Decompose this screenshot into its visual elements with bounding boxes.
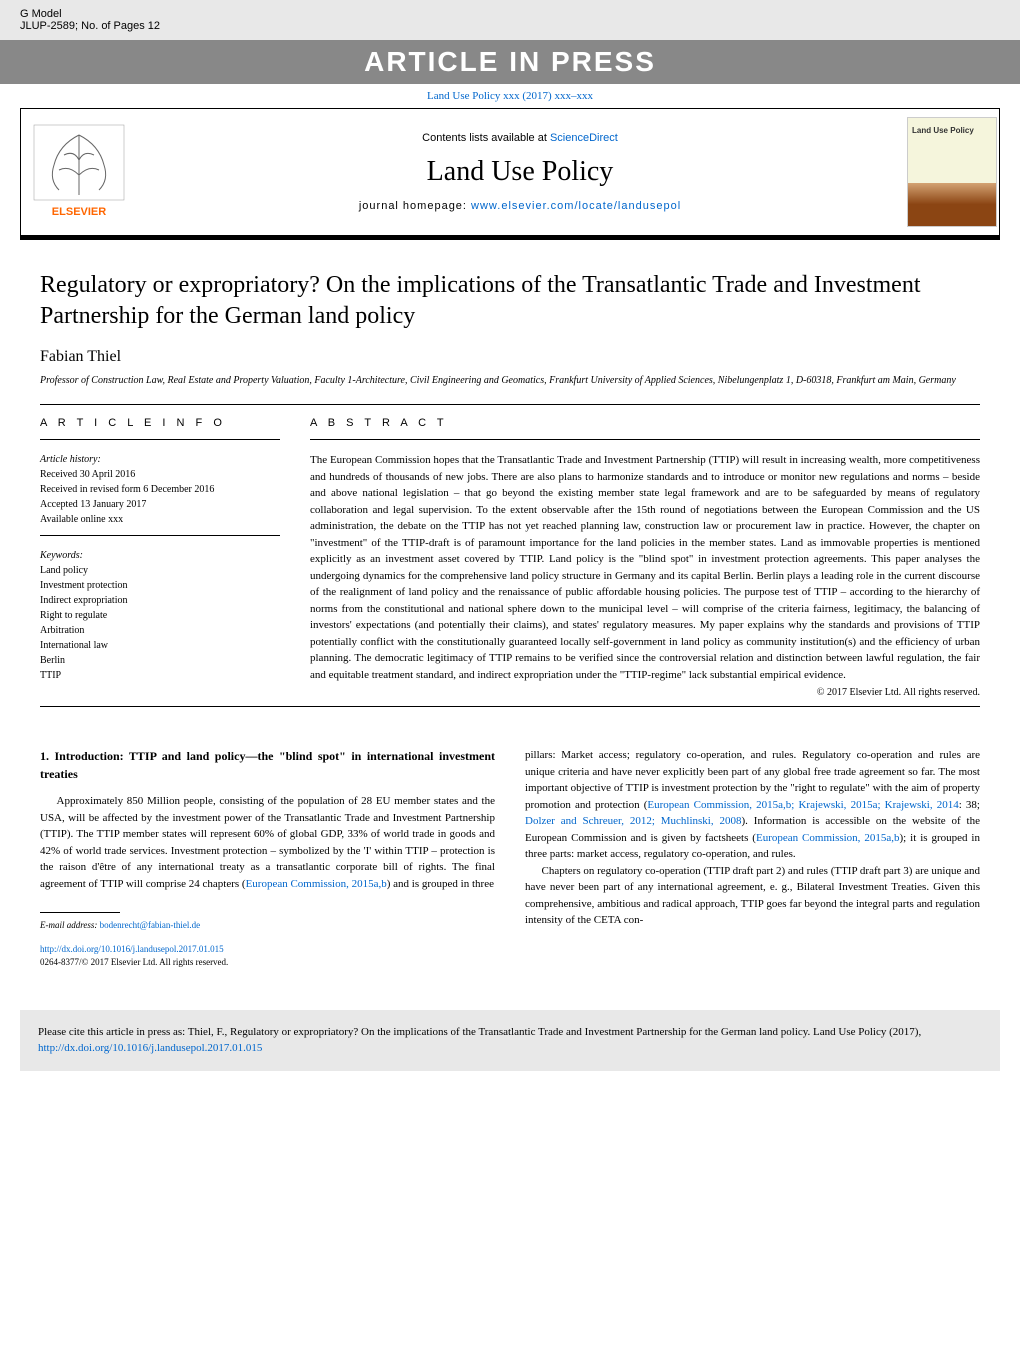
footnote: E-mail address: bodenrecht@fabian-thiel.… (40, 919, 495, 933)
history-item: Received 30 April 2016 (40, 467, 280, 482)
elsevier-text: ELSEVIER (52, 206, 106, 218)
masthead-center: Contents lists available at ScienceDirec… (141, 122, 899, 222)
citation-link[interactable]: European Commission, 2015a,b (756, 832, 900, 844)
article-title: Regulatory or expropriatory? On the impl… (40, 270, 980, 332)
citation-link[interactable]: Dolzer and Schreuer, 2012; Muchlinski, 2… (525, 815, 742, 827)
doi-block: http://dx.doi.org/10.1016/j.landusepol.2… (40, 943, 495, 970)
article-info-column: A R T I C L E I N F O Article history: R… (40, 417, 280, 698)
email-link[interactable]: bodenrecht@fabian-thiel.de (100, 920, 201, 930)
keyword: Investment protection (40, 578, 280, 593)
body-columns: 1. Introduction: TTIP and land policy—th… (40, 747, 980, 970)
publisher-logo-area: ELSEVIER (21, 112, 141, 233)
article-info-label: A R T I C L E I N F O (40, 417, 280, 429)
divider (40, 706, 980, 707)
citation-link[interactable]: European Commission, 2015a,b (246, 878, 387, 890)
body-left-column: 1. Introduction: TTIP and land policy—th… (40, 747, 495, 970)
email-label: E-mail address: (40, 920, 100, 930)
journal-reference: Land Use Policy xxx (2017) xxx–xxx (0, 84, 1020, 108)
history-item: Accepted 13 January 2017 (40, 497, 280, 512)
homepage-line: journal homepage: www.elsevier.com/locat… (151, 200, 889, 212)
abstract-copyright: © 2017 Elsevier Ltd. All rights reserved… (310, 687, 980, 698)
body-paragraph: pillars: Market access; regulatory co-op… (525, 747, 980, 863)
keyword: Arbitration (40, 623, 280, 638)
body-paragraph: Chapters on regulatory co-operation (TTI… (525, 863, 980, 929)
article-body: Regulatory or expropriatory? On the impl… (0, 240, 1020, 990)
issn-copyright: 0264-8377/© 2017 Elsevier Ltd. All right… (40, 957, 228, 967)
g-model-label: G Model (20, 8, 160, 20)
keyword: International law (40, 638, 280, 653)
contents-prefix: Contents lists available at (422, 132, 550, 144)
divider (40, 404, 980, 405)
body-text: Approximately 850 Million people, consis… (40, 795, 495, 890)
article-in-press-banner: ARTICLE IN PRESS (0, 40, 1020, 84)
body-paragraph: Approximately 850 Million people, consis… (40, 793, 495, 892)
body-text: ) and is grouped in three (387, 878, 494, 890)
keyword: Indirect expropriation (40, 593, 280, 608)
history-item: Available online xxx (40, 512, 280, 527)
keyword: Land policy (40, 563, 280, 578)
divider (40, 439, 280, 440)
info-abstract-row: A R T I C L E I N F O Article history: R… (40, 417, 980, 698)
keyword: Berlin (40, 653, 280, 668)
homepage-prefix: journal homepage: (359, 200, 471, 212)
journal-ref-link[interactable]: Land Use Policy xxx (2017) xxx–xxx (427, 90, 593, 102)
masthead: ELSEVIER Contents lists available at Sci… (20, 108, 1000, 236)
keyword: TTIP (40, 668, 280, 683)
article-history: Article history: Received 30 April 2016 … (40, 452, 280, 527)
article-code: JLUP-2589; No. of Pages 12 (20, 20, 160, 32)
header-left: G Model JLUP-2589; No. of Pages 12 (20, 8, 160, 32)
history-heading: Article history: (40, 452, 280, 467)
keywords-block: Keywords: Land policy Investment protect… (40, 548, 280, 683)
header-bar: G Model JLUP-2589; No. of Pages 12 (0, 0, 1020, 40)
author-affiliation: Professor of Construction Law, Real Esta… (40, 374, 980, 388)
abstract-label: A B S T R A C T (310, 417, 980, 429)
body-text: : 38; (959, 799, 980, 811)
sciencedirect-link[interactable]: ScienceDirect (550, 132, 618, 144)
section-heading: 1. Introduction: TTIP and land policy—th… (40, 747, 495, 783)
keyword: Right to regulate (40, 608, 280, 623)
elsevier-tree-icon: ELSEVIER (29, 120, 129, 220)
citation-link[interactable]: European Commission, 2015a,b; Krajewski,… (647, 799, 958, 811)
journal-name: Land Use Policy (151, 156, 889, 188)
contents-line: Contents lists available at ScienceDirec… (151, 132, 889, 144)
history-item: Received in revised form 6 December 2016 (40, 482, 280, 497)
abstract-text: The European Commission hopes that the T… (310, 452, 980, 683)
page: G Model JLUP-2589; No. of Pages 12 ARTIC… (0, 0, 1020, 1071)
divider (310, 439, 980, 440)
homepage-link[interactable]: www.elsevier.com/locate/landusepol (471, 200, 681, 212)
cite-doi-link[interactable]: http://dx.doi.org/10.1016/j.landusepol.2… (38, 1042, 262, 1054)
author-name: Fabian Thiel (40, 348, 980, 366)
cite-text: Please cite this article in press as: Th… (38, 1026, 921, 1038)
divider (40, 535, 280, 536)
citation-box: Please cite this article in press as: Th… (20, 1010, 1000, 1071)
footnote-separator (40, 912, 120, 913)
abstract-column: A B S T R A C T The European Commission … (310, 417, 980, 698)
journal-cover-thumbnail: Land Use Policy (907, 117, 997, 227)
keywords-heading: Keywords: (40, 548, 280, 563)
body-right-column: pillars: Market access; regulatory co-op… (525, 747, 980, 970)
cover-title: Land Use Policy (912, 126, 974, 135)
cover-thumb-area: Land Use Policy (899, 109, 999, 235)
doi-link[interactable]: http://dx.doi.org/10.1016/j.landusepol.2… (40, 944, 224, 954)
